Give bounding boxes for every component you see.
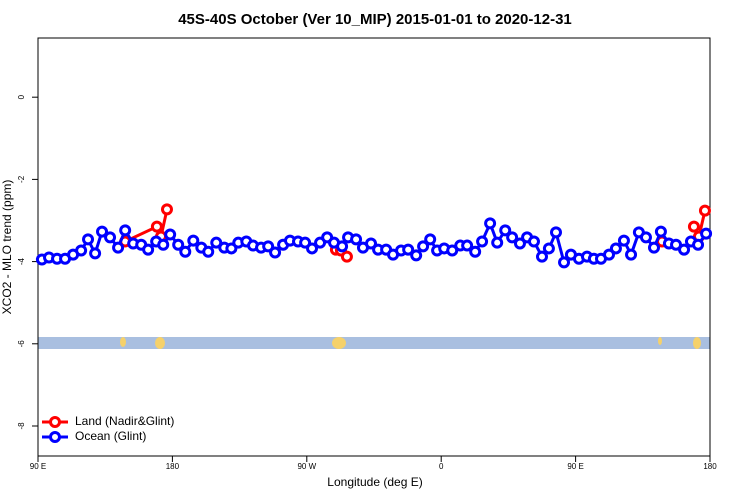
- data-point: [506, 231, 519, 244]
- data-point: [365, 237, 378, 250]
- data-point: [424, 233, 437, 246]
- data-point: [550, 226, 562, 239]
- data-point: [639, 231, 652, 244]
- land-patch: [693, 337, 701, 349]
- land-patch: [120, 337, 126, 347]
- data-point: [417, 240, 430, 253]
- data-point: [210, 236, 223, 249]
- data-point: [469, 245, 482, 258]
- data-point: [402, 243, 415, 256]
- ocean-band: [38, 337, 710, 349]
- data-point: [527, 235, 540, 248]
- data-point: [678, 243, 691, 256]
- data-point: [336, 240, 349, 253]
- data-point: [687, 220, 700, 233]
- data-point: [75, 244, 88, 257]
- data-point: [654, 225, 667, 238]
- y-tick-label: -2: [17, 175, 26, 183]
- data-point: [603, 248, 616, 261]
- data-point: [89, 247, 102, 260]
- data-point: [96, 225, 109, 238]
- y-axis-label: XCO2 - MLO trend (ppm): [0, 180, 14, 315]
- data-point: [119, 224, 132, 237]
- data-point: [350, 233, 363, 246]
- data-point: [410, 249, 423, 262]
- data-point: [499, 224, 512, 237]
- data-point: [700, 227, 713, 240]
- land-patch: [155, 337, 165, 349]
- data-point: [262, 240, 275, 253]
- data-point: [112, 241, 125, 254]
- data-point: [306, 242, 319, 255]
- data-point: [187, 234, 200, 247]
- legend-marker: [49, 416, 61, 428]
- data-point: [157, 238, 170, 251]
- data-point: [617, 234, 630, 247]
- x-tick-label: 90 E: [30, 462, 46, 471]
- data-point: [513, 237, 526, 250]
- data-point: [609, 242, 622, 255]
- data-point: [491, 236, 504, 249]
- legend-label: Land (Nadir&Glint): [75, 414, 174, 428]
- data-point: [150, 220, 163, 233]
- data-point: [484, 217, 497, 230]
- x-axis-label: Longitude (deg E): [327, 475, 422, 489]
- data-point: [558, 256, 571, 269]
- x-tick-label: 90 E: [567, 462, 583, 471]
- data-point: [446, 244, 459, 257]
- legend-label: Ocean (Glint): [75, 429, 146, 443]
- data-point: [476, 235, 489, 248]
- data-point: [269, 246, 282, 259]
- data-point: [698, 204, 711, 217]
- x-tick-label: 180: [703, 462, 717, 471]
- land-mask-strip: [38, 337, 710, 349]
- y-tick-label: -4: [17, 257, 26, 265]
- data-point: [692, 238, 705, 251]
- data-point: [104, 231, 117, 244]
- data-point: [142, 243, 155, 256]
- land-patch: [332, 337, 346, 349]
- land-patch: [658, 337, 662, 345]
- data-point: [202, 245, 215, 258]
- data-point: [536, 250, 548, 263]
- data-point: [160, 203, 173, 216]
- legend-marker: [49, 431, 61, 443]
- data-point: [164, 228, 177, 241]
- data-point: [340, 250, 353, 263]
- y-tick-label: -8: [17, 422, 26, 430]
- chart-title: 45S-40S October (Ver 10_MIP) 2015-01-01 …: [178, 11, 572, 28]
- data-point: [542, 242, 555, 255]
- x-tick-label: 0: [439, 462, 444, 471]
- data-point: [179, 245, 192, 258]
- data-point: [648, 241, 660, 254]
- data-point: [172, 238, 185, 251]
- plot-frame: [37, 37, 711, 457]
- x-tick-label: 180: [166, 462, 180, 471]
- y-tick-label: 0: [17, 94, 26, 99]
- data-point: [461, 239, 474, 252]
- y-tick-label: -6: [17, 340, 26, 348]
- data-point: [670, 238, 683, 251]
- data-point: [625, 248, 638, 261]
- data-point: [82, 233, 95, 246]
- x-tick-label: 90 W: [297, 462, 316, 471]
